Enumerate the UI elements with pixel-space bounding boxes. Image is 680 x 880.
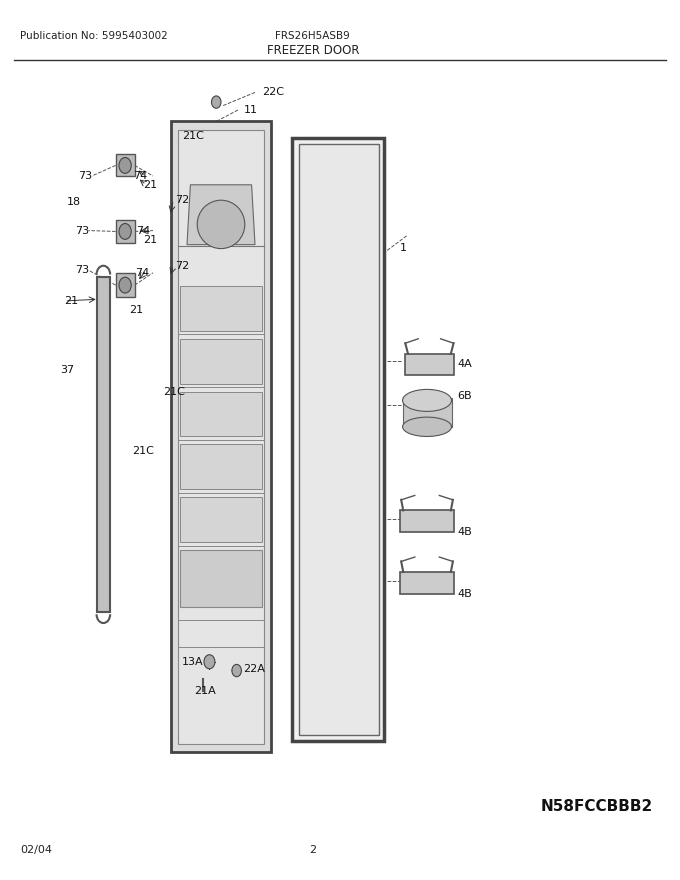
Text: 21: 21 [143,180,157,190]
FancyBboxPatch shape [116,273,135,297]
FancyBboxPatch shape [400,510,454,532]
Text: 21C: 21C [163,386,185,397]
Text: 22A: 22A [243,664,265,674]
Circle shape [211,96,221,108]
Text: 11: 11 [243,105,258,115]
FancyBboxPatch shape [171,121,271,752]
Ellipse shape [403,417,452,436]
PathPatch shape [187,185,255,245]
Text: 72: 72 [175,260,189,271]
Text: 4B: 4B [457,527,472,538]
Ellipse shape [197,200,245,249]
FancyBboxPatch shape [400,572,454,594]
FancyBboxPatch shape [180,444,262,489]
Text: 4B: 4B [457,589,472,599]
FancyBboxPatch shape [178,130,264,744]
Ellipse shape [403,389,452,412]
FancyBboxPatch shape [180,497,262,542]
Text: 18: 18 [67,196,81,207]
Text: 21C: 21C [182,131,204,142]
Text: 02/04: 02/04 [20,846,52,855]
Text: 21: 21 [143,235,157,246]
Text: N58FCCBBB2: N58FCCBBB2 [541,799,653,814]
Text: FRS26H5ASB9: FRS26H5ASB9 [275,31,350,40]
Text: 21A: 21A [194,686,216,696]
Text: Publication No: 5995403002: Publication No: 5995403002 [20,31,168,40]
Text: 4A: 4A [457,359,472,370]
FancyBboxPatch shape [180,286,262,331]
Text: 73: 73 [78,171,92,181]
FancyBboxPatch shape [116,220,135,243]
Text: 21: 21 [65,296,79,306]
FancyBboxPatch shape [116,154,135,176]
FancyBboxPatch shape [292,138,384,741]
Text: 37: 37 [60,364,74,375]
Text: 73: 73 [75,265,89,275]
Text: 72: 72 [175,194,189,205]
Text: 2: 2 [309,846,316,855]
FancyBboxPatch shape [299,144,379,735]
Text: 22C: 22C [262,87,284,98]
FancyBboxPatch shape [180,339,262,384]
Text: 21C: 21C [133,445,154,456]
Text: 21: 21 [129,304,143,315]
Text: 74: 74 [133,171,147,181]
Text: 13A: 13A [182,656,204,667]
Circle shape [232,664,241,677]
Circle shape [204,655,215,669]
Text: 74: 74 [136,225,150,236]
Circle shape [119,277,131,293]
FancyBboxPatch shape [405,354,454,375]
FancyBboxPatch shape [180,550,262,607]
Text: 74: 74 [135,268,149,278]
Text: 1: 1 [400,243,407,253]
Circle shape [119,224,131,239]
FancyBboxPatch shape [403,398,452,427]
Circle shape [119,158,131,173]
Text: FREEZER DOOR: FREEZER DOOR [267,44,359,57]
FancyBboxPatch shape [180,392,262,436]
Text: 73: 73 [75,225,89,236]
FancyBboxPatch shape [97,277,110,612]
Text: 6B: 6B [457,391,472,401]
